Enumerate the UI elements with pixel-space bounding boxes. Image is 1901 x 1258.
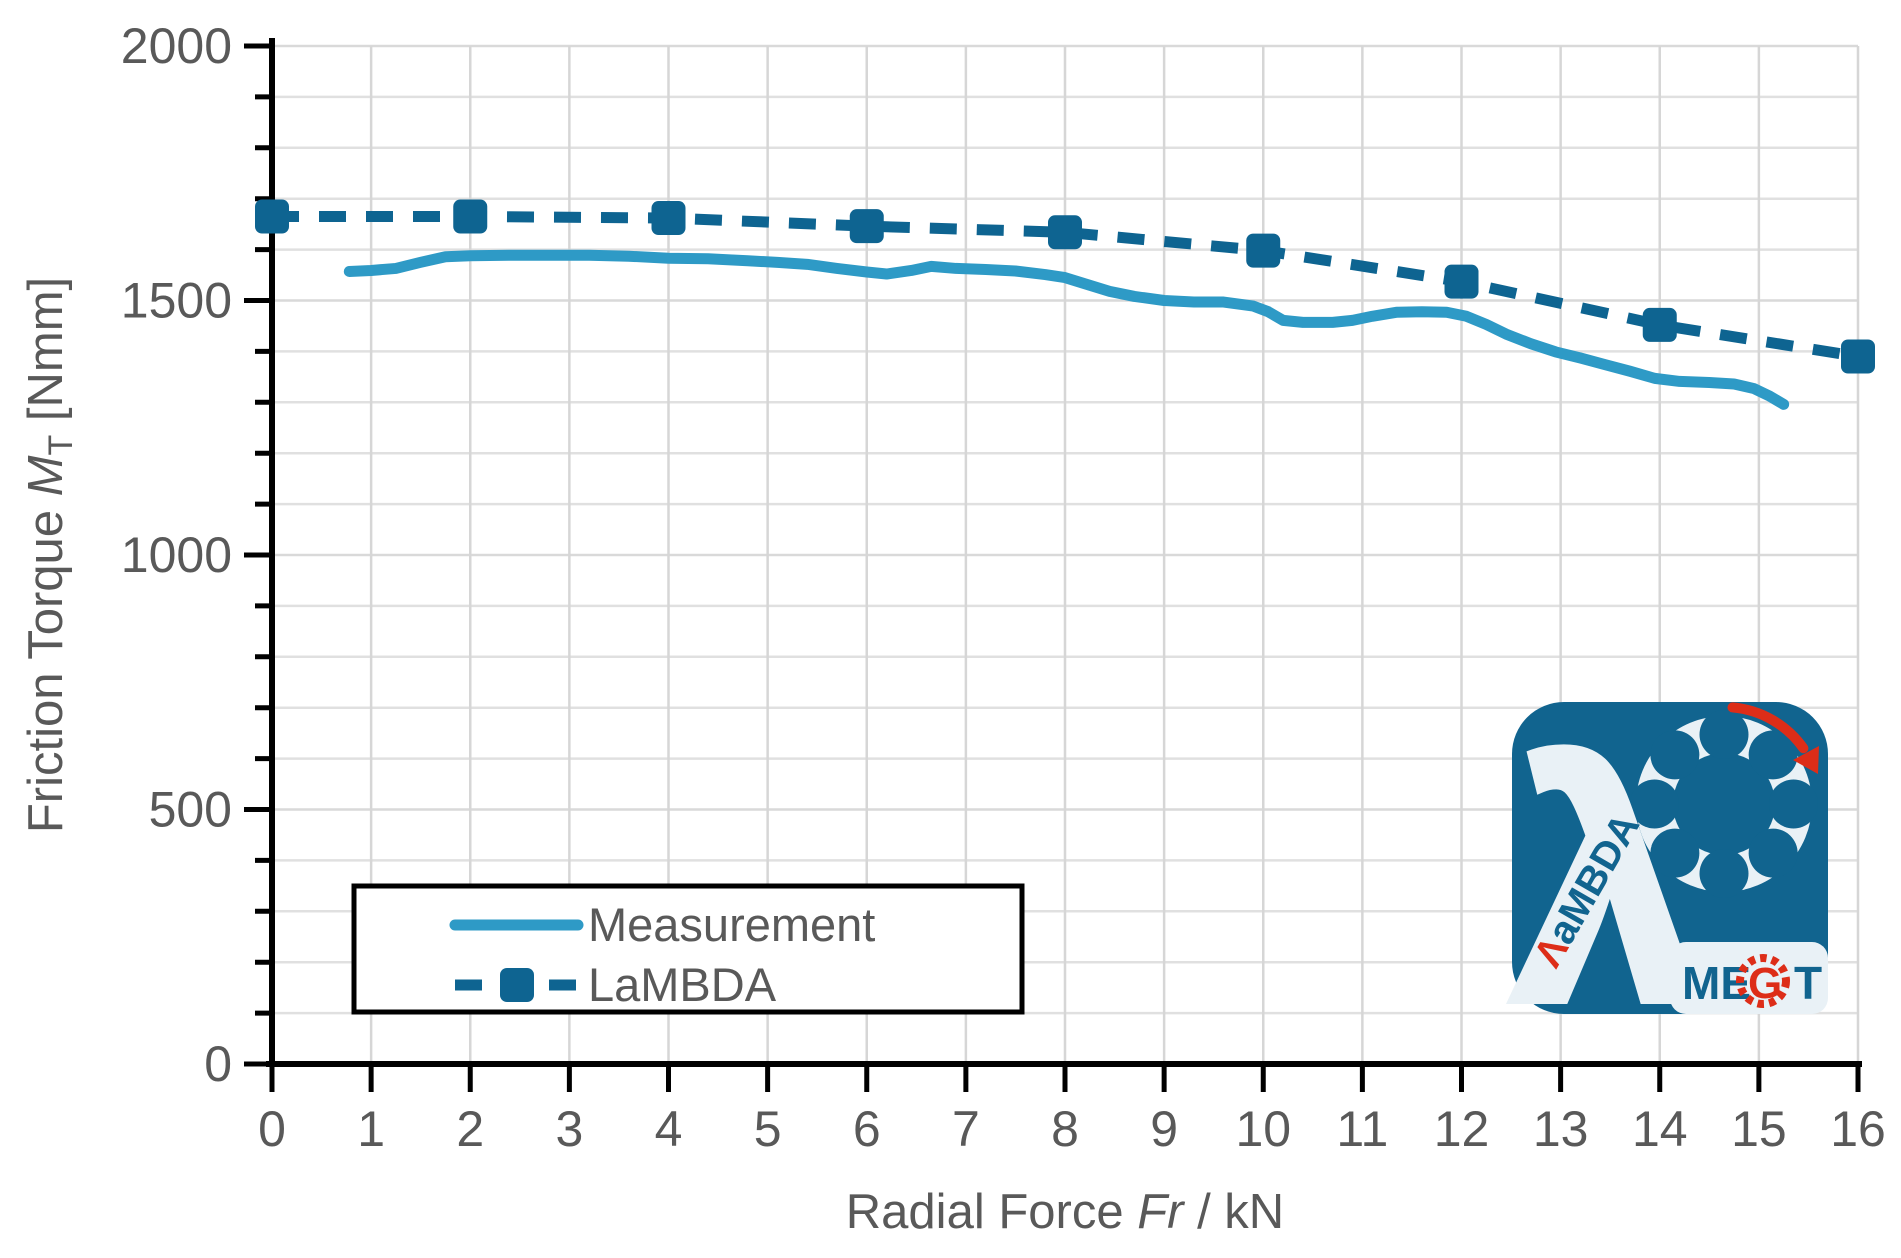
- megt-box: [1670, 942, 1828, 1014]
- legend-measurement-label: Measurement: [588, 898, 875, 951]
- x-tick-label: 12: [1434, 1101, 1490, 1157]
- rotation-arrow-arc: [1727, 702, 1809, 754]
- x-tick-label: 6: [853, 1101, 881, 1157]
- bearing-ball: [1748, 730, 1798, 780]
- x-tick-label: 16: [1830, 1101, 1886, 1157]
- x-tick-label: 3: [555, 1101, 583, 1157]
- y-tick-label: 1000: [121, 527, 232, 583]
- bearing-hub: [1673, 753, 1775, 855]
- legend-lambda-label: LaMBDA: [588, 958, 777, 1011]
- x-tick-label: 9: [1150, 1101, 1178, 1157]
- lambda-glyph: λ: [1514, 699, 1698, 1068]
- x-tick-label: 8: [1051, 1101, 1079, 1157]
- bearing-ball: [1630, 779, 1679, 829]
- x-tick-label: 15: [1731, 1101, 1787, 1157]
- megt-badge: ME G T: [1670, 942, 1828, 1014]
- x-tick-label: 1: [357, 1101, 385, 1157]
- megt-text-t: T: [1794, 957, 1822, 1009]
- megt-gear-icon: [1736, 954, 1790, 1008]
- lambda-marker: [1048, 215, 1082, 250]
- bearing-ball: [1650, 730, 1700, 780]
- bearing-ball: [1699, 710, 1749, 759]
- measurement-line: [343, 249, 1790, 410]
- bearing-ball: [1769, 779, 1818, 829]
- x-tick-label: 14: [1632, 1101, 1688, 1157]
- legend-item-lambda: LaMBDA: [455, 958, 777, 1011]
- lambda-marker: [1642, 307, 1677, 342]
- legend: Measurement LaMBDA: [351, 883, 1025, 1015]
- bearing-ball: [1699, 849, 1749, 898]
- x-tick-label: 13: [1533, 1101, 1589, 1157]
- megt-text-g: G: [1748, 959, 1782, 1008]
- megt-text-me: ME: [1682, 957, 1751, 1009]
- x-tick-label: 0: [258, 1101, 286, 1157]
- bearing-ball: [1650, 828, 1700, 878]
- legend-lambda-marker-sample: [500, 968, 534, 1002]
- data-series: [255, 199, 1875, 410]
- y-axis-title: Friction Torque MT [Nmm]: [19, 277, 80, 833]
- x-tick-label: 7: [952, 1101, 980, 1157]
- x-tick-label: 10: [1235, 1101, 1291, 1157]
- y-tick-label: 1500: [121, 273, 232, 329]
- x-tick-label: 5: [754, 1101, 782, 1157]
- lambda-megt-logo: λ ΛaMBDA ME G T: [1508, 693, 1828, 1074]
- lambda-marker: [651, 201, 686, 236]
- lambda-marker: [453, 199, 488, 234]
- lambda-marker: [1444, 264, 1479, 299]
- lambda-marker: [849, 209, 884, 244]
- lambda-dashed-line: [272, 211, 1859, 362]
- lambda-marker: [255, 199, 289, 234]
- x-axis-title: Radial Force Fr / kN: [846, 1185, 1284, 1239]
- y-tick-label: 500: [149, 782, 232, 838]
- x-tick-label: 11: [1336, 1101, 1388, 1157]
- x-tick-label: 2: [456, 1101, 484, 1157]
- bearing-ball: [1748, 828, 1798, 878]
- rotation-arrow-icon: [1727, 702, 1819, 774]
- legend-box: [351, 883, 1025, 1015]
- lambda-marker: [1246, 233, 1281, 268]
- lambda-marker: [1841, 339, 1875, 374]
- y-tick-label: 2000: [121, 18, 232, 74]
- rotation-arrow-head: [1793, 746, 1819, 774]
- y-tick-label: 0: [204, 1036, 232, 1092]
- legend-item-measurement: Measurement: [449, 898, 875, 951]
- x-tick-label: 4: [655, 1101, 683, 1157]
- bearing-balls: [1630, 710, 1818, 898]
- bearing-icon: [1630, 710, 1818, 898]
